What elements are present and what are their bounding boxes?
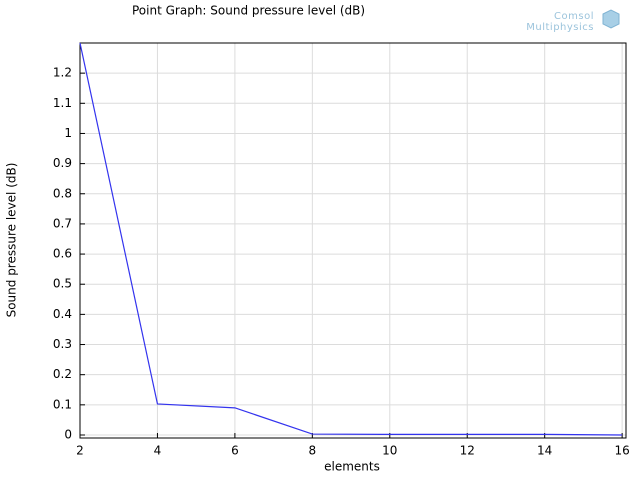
y-tick-label: 1.1 [53, 96, 72, 110]
x-tick-label: 6 [231, 444, 239, 458]
x-tick-label: 8 [309, 444, 317, 458]
logo-text: Comsol [554, 11, 594, 22]
logo-icon [602, 9, 620, 29]
y-tick-label: 0.5 [53, 277, 72, 291]
y-axis-label: Sound pressure level (dB) [5, 163, 19, 318]
x-tick-label: 10 [382, 444, 397, 458]
x-tick-label: 2 [76, 444, 84, 458]
x-axis-label: elements [324, 460, 380, 474]
y-tick-label: 0 [64, 427, 72, 441]
y-tick-label: 1 [64, 126, 72, 140]
x-tick-label: 4 [154, 444, 162, 458]
x-tick-label: 12 [460, 444, 475, 458]
y-tick-label: 0.8 [53, 186, 72, 200]
data-line [79, 42, 623, 436]
y-tick-label: 0.1 [53, 397, 72, 411]
x-tick-label: 16 [614, 444, 629, 458]
y-tick-label: 0.2 [53, 367, 72, 381]
logo-text: Multiphysics [526, 22, 594, 33]
y-tick-label: 0.3 [53, 337, 72, 351]
y-tick-label: 0.4 [53, 307, 72, 321]
plot-frame [79, 42, 627, 439]
y-tick-label: 1.2 [53, 66, 72, 80]
y-tick-label: 0.7 [53, 216, 72, 230]
chart-title: Point Graph: Sound pressure level (dB) [132, 4, 365, 18]
x-tick-label: 14 [537, 444, 552, 458]
y-tick-label: 0.9 [53, 156, 72, 170]
y-tick-label: 0.6 [53, 247, 72, 261]
